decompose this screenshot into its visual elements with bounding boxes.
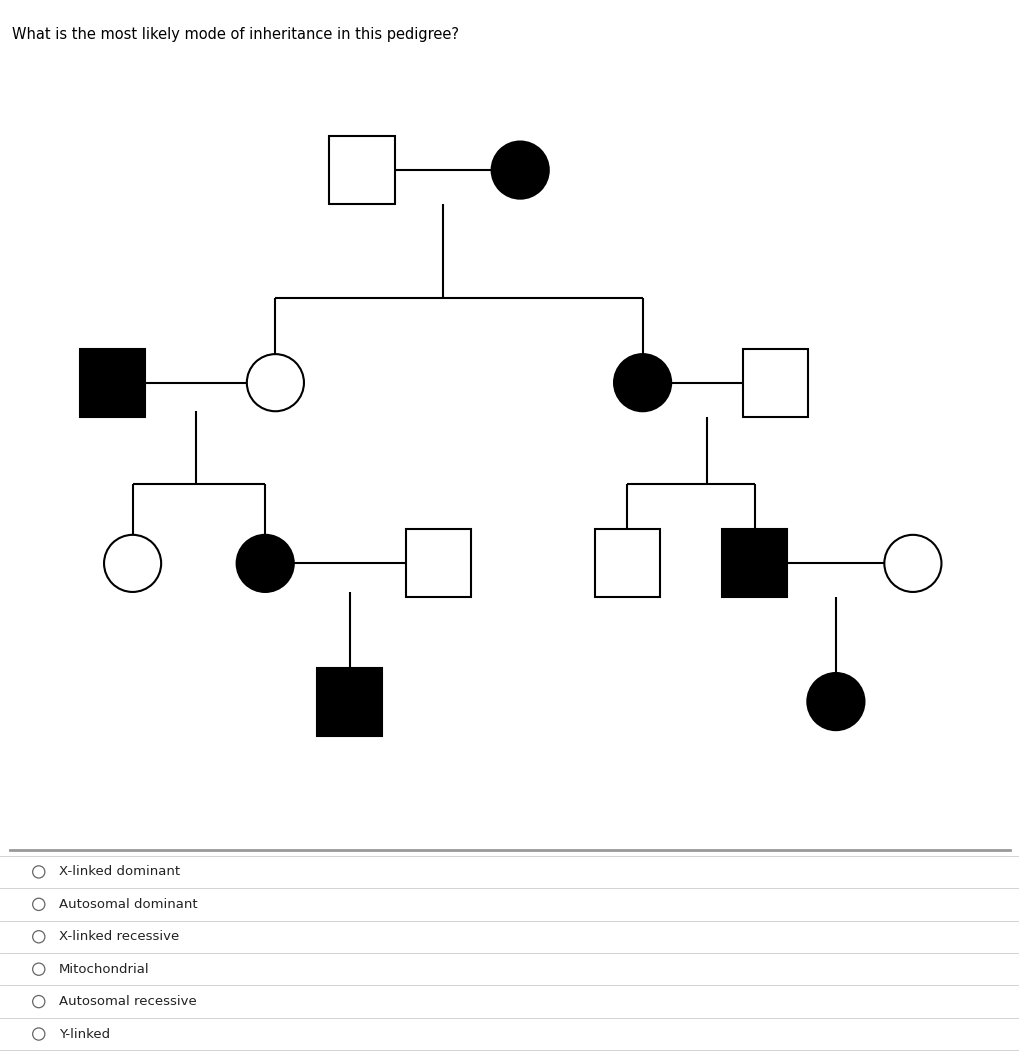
Text: Autosomal dominant: Autosomal dominant <box>59 898 198 911</box>
Ellipse shape <box>883 535 941 592</box>
Ellipse shape <box>33 930 45 943</box>
Text: X-linked dominant: X-linked dominant <box>59 865 180 878</box>
Ellipse shape <box>613 354 671 411</box>
Ellipse shape <box>33 995 45 1008</box>
Text: Autosomal recessive: Autosomal recessive <box>59 995 197 1008</box>
Text: Y-linked: Y-linked <box>59 1028 110 1041</box>
Bar <box>79 349 145 417</box>
Ellipse shape <box>104 535 161 592</box>
Ellipse shape <box>491 141 548 199</box>
Text: What is the most likely mode of inheritance in this pedigree?: What is the most likely mode of inherita… <box>12 27 459 41</box>
Text: Mitochondrial: Mitochondrial <box>59 963 150 976</box>
Bar <box>406 529 471 597</box>
Bar <box>721 529 787 597</box>
Bar <box>742 349 807 417</box>
Ellipse shape <box>236 535 293 592</box>
Bar <box>317 668 382 736</box>
Ellipse shape <box>33 963 45 976</box>
Text: X-linked recessive: X-linked recessive <box>59 930 179 943</box>
Bar <box>594 529 659 597</box>
Ellipse shape <box>807 673 864 730</box>
Bar <box>329 136 394 204</box>
Ellipse shape <box>33 898 45 911</box>
Ellipse shape <box>247 354 304 411</box>
Ellipse shape <box>33 1028 45 1041</box>
Ellipse shape <box>33 865 45 878</box>
